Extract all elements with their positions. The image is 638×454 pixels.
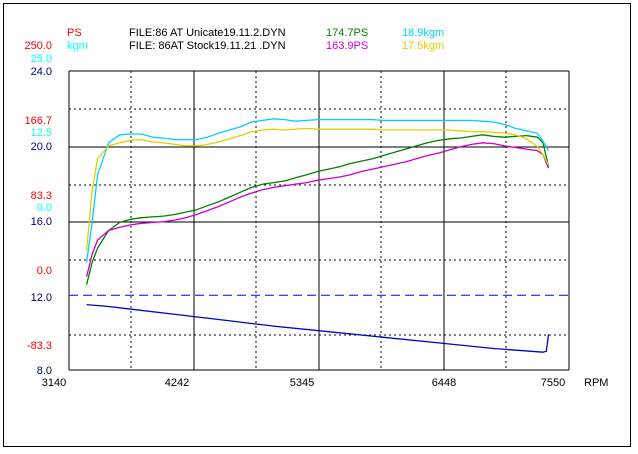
series-line-18-9kgm: [85, 118, 550, 263]
afr-tick-label: 24.0: [31, 66, 52, 78]
afr-tick-label: 8.0: [37, 365, 52, 377]
ps-tick-label: -83.3: [27, 340, 52, 352]
kgm-tick-label: 25.0: [31, 53, 52, 65]
dyno-chart-frame: PS kgm FILE:86 AT Unicate19.11.2.DYN 174…: [3, 3, 631, 447]
file-2-label: FILE: 86AT Stock19.11.21 .DYN: [129, 40, 286, 52]
x-axis-unit: RPM: [584, 377, 608, 389]
kgm-tick-label: 0.0: [37, 202, 52, 214]
ps-tick-label: 166.7: [24, 115, 52, 127]
file-2-ps: 163.9PS: [326, 40, 368, 52]
x-tick-label: 7550: [541, 377, 565, 389]
series-line-afr-trace: [86, 303, 550, 353]
x-tick-label: 6448: [432, 377, 456, 389]
afr-tick-label: 20.0: [31, 141, 52, 153]
afr-tick-label: 12.0: [31, 292, 52, 304]
file-2-kgm: 17.5kgm: [402, 40, 444, 52]
ps-tick-label: 83.3: [31, 190, 52, 202]
x-tick-label: 3140: [42, 377, 66, 389]
chart-grid: [68, 70, 570, 371]
series-line-17-5kgm: [85, 127, 550, 251]
series-line-163-9ps: [85, 142, 550, 277]
afr-tick-label: 16.0: [31, 216, 52, 228]
file-1-label: FILE:86 AT Unicate19.11.2.DYN: [129, 27, 286, 39]
kgm-unit-label: kgm: [67, 40, 88, 52]
ps-unit-label: PS: [67, 27, 82, 39]
series-line-174-7ps: [85, 134, 550, 285]
ps-tick-label: 0.0: [37, 265, 52, 277]
x-tick-label: 5345: [290, 377, 314, 389]
file-1-kgm: 18.9kgm: [402, 27, 444, 39]
ps-tick-label: 250.0: [24, 40, 52, 52]
x-tick-label: 4242: [165, 377, 189, 389]
dyno-chart: PS kgm FILE:86 AT Unicate19.11.2.DYN 174…: [24, 27, 608, 389]
kgm-tick-label: 12.5: [31, 127, 52, 139]
series-layer: [85, 118, 550, 353]
file-1-ps: 174.7PS: [326, 27, 368, 39]
